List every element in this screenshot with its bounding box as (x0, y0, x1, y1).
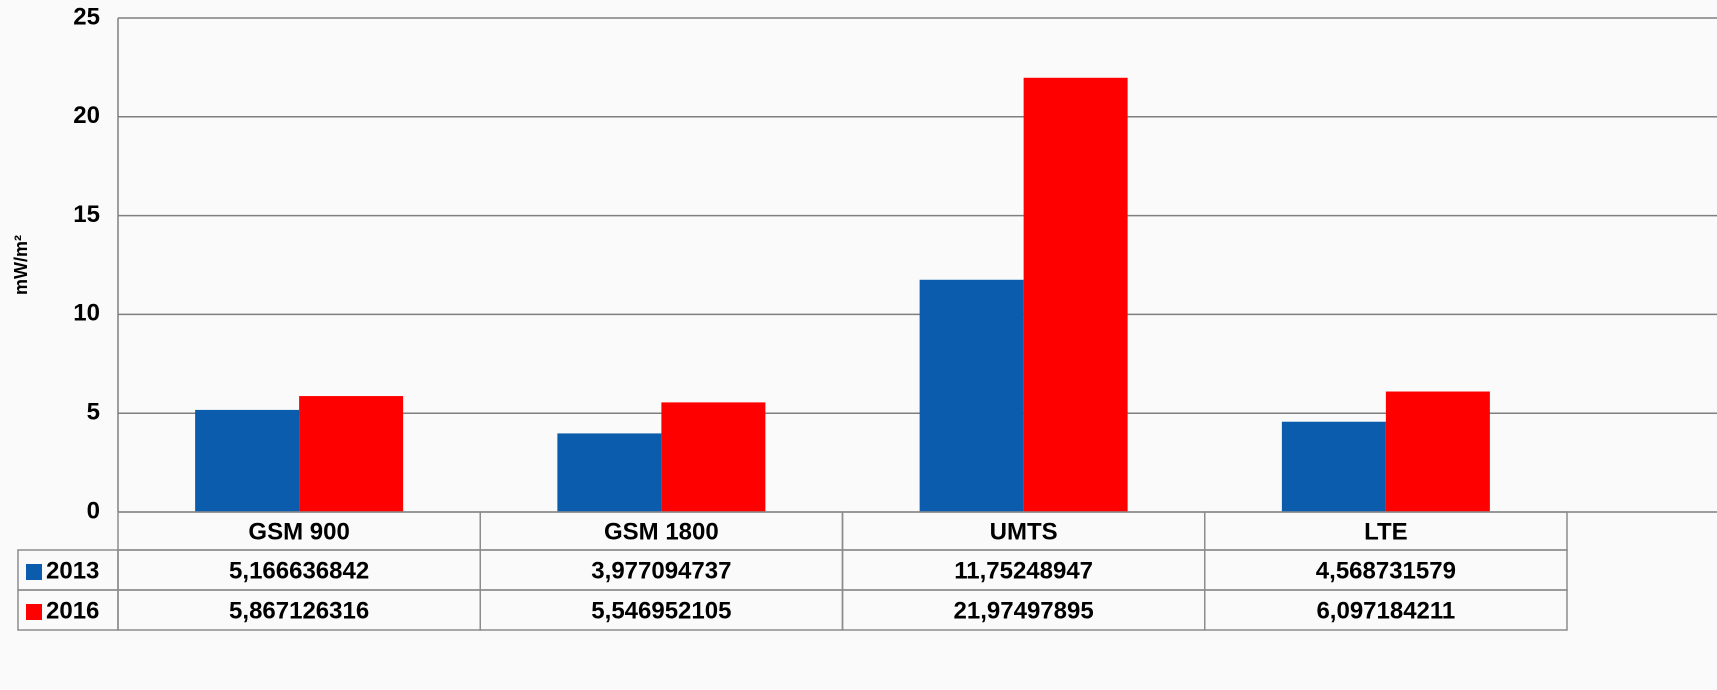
x-tick-label: UMTS (990, 518, 1058, 545)
data-table-value: 5,166636842 (229, 557, 369, 584)
data-table-value: 11,75248947 (954, 557, 1093, 584)
data-table-value: 4,568731579 (1316, 557, 1456, 584)
bar (1385, 391, 1490, 512)
legend-label: 2013 (46, 557, 99, 584)
y-axis-label: mW/m² (11, 235, 31, 295)
x-tick-label: GSM 1800 (604, 518, 719, 545)
y-tick-label: 20 (73, 102, 100, 129)
bar (661, 402, 766, 512)
bar (1023, 77, 1128, 512)
bar (1281, 421, 1386, 512)
y-tick-label: 5 (87, 399, 100, 426)
data-table-value: 21,97497895 (954, 597, 1094, 624)
data-table-value: 5,546952105 (591, 597, 731, 624)
bar (557, 433, 662, 512)
legend-swatch (26, 604, 42, 620)
x-tick-label: GSM 900 (248, 518, 349, 545)
table-cell (1204, 589, 1568, 631)
bar (919, 279, 1024, 512)
y-tick-label: 10 (73, 300, 100, 327)
bar (195, 409, 300, 512)
data-table-value: 3,977094737 (591, 557, 731, 584)
data-table-value: 5,867126316 (229, 597, 369, 624)
legend-swatch (26, 564, 42, 580)
x-tick-label: LTE (1364, 518, 1408, 545)
legend-label: 2016 (46, 597, 99, 624)
y-tick-label: 15 (73, 201, 100, 228)
table-cell (17, 589, 119, 631)
y-tick-label: 0 (87, 497, 100, 524)
y-tick-label: 25 (73, 3, 100, 30)
bar (299, 396, 404, 512)
data-table-value: 6,097184211 (1316, 597, 1455, 624)
